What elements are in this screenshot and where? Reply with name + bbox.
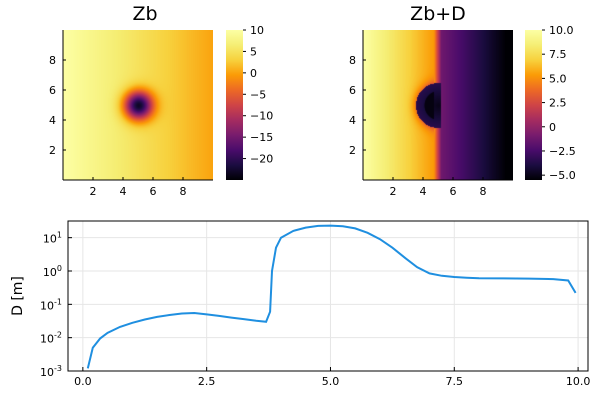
chart-depth: D [m] 0.0 2.5 5.0 7.5 10.0 10-3 10-2 10-1 100 101	[10, 220, 590, 388]
y-tick-label: 100	[43, 264, 62, 279]
y-tick-label: 8	[349, 54, 356, 67]
colorbar-tick-label: −10	[250, 110, 273, 123]
colorbar-tick-label: −20	[250, 153, 273, 166]
x-tick-label: 6	[150, 185, 157, 198]
colorbar-tick-label: −15	[250, 131, 273, 144]
colorbar-tick-label: 5	[250, 45, 257, 58]
colorbar-zbd-ticks: 10.0 7.5 5.0 2.5 0 −2.5 −5.0	[542, 24, 576, 182]
x-tick-label: 0.0	[74, 375, 92, 388]
colorbar-tick-label: −5.0	[549, 169, 576, 182]
x-tick-label: 7.5	[446, 375, 464, 388]
chart-zbd: Zb+D 2 4 6 8 2 4 6 8 10.0 7.5 5.0 2.5 0 −2.5 −5.0	[349, 3, 576, 198]
heatmap-zb-field	[63, 30, 213, 180]
colorbar-tick-label: −2.5	[549, 145, 576, 158]
chart-zb: Zb 2 4 6 8 2 4 6 8 10 5 0 −5 −10 −15 −20	[49, 3, 273, 198]
x-tick-label: 8	[180, 185, 187, 198]
colorbar-tick-label: 5.0	[549, 72, 567, 85]
y-tick-label: 101	[43, 231, 62, 246]
colorbar-tick-label: 10.0	[549, 24, 574, 37]
colorbar-tick-label: 7.5	[549, 48, 567, 61]
axis-ticks: 0.0 2.5 5.0 7.5 10.0 10-3 10-2 10-1 100 101	[40, 231, 590, 388]
series-line-depth	[86, 224, 577, 369]
x-tick-label: 8	[480, 185, 487, 198]
colorbar-tick-label: 2.5	[549, 97, 567, 110]
colorbar-zbd	[525, 30, 542, 180]
colorbar-tick-label: 0	[250, 67, 257, 80]
colorbar-tick-label: 0	[549, 121, 556, 134]
heatmap-zbd-axes: 2 4 6 8 2 4 6 8	[349, 30, 513, 198]
x-tick-label: 2.5	[198, 375, 216, 388]
x-tick-label: 6	[450, 185, 457, 198]
y-axis-label: D [m]	[10, 276, 26, 316]
chart-title: Zb+D	[410, 3, 466, 25]
y-tick-label: 6	[49, 84, 56, 97]
y-tick-label: 10-3	[40, 364, 62, 379]
y-tick-label: 2	[349, 144, 356, 157]
y-tick-label: 10-2	[40, 331, 62, 346]
y-tick-label: 8	[49, 54, 56, 67]
grid	[68, 221, 588, 372]
colorbar-zb	[226, 30, 243, 180]
y-tick-label: 4	[49, 114, 56, 127]
y-tick-label: 2	[49, 144, 56, 157]
colorbar-tick-label: −5	[250, 88, 266, 101]
colorbar-zb-ticks: 10 5 0 −5 −10 −15 −20	[243, 24, 273, 166]
x-tick-label: 4	[120, 185, 127, 198]
y-tick-label: 6	[349, 84, 356, 97]
y-tick-label: 4	[349, 114, 356, 127]
heatmap-zb-axes: 2 4 6 8 2 4 6 8	[49, 30, 213, 198]
x-tick-label: 2	[390, 185, 397, 198]
x-tick-label: 5.0	[322, 375, 340, 388]
x-tick-label: 2	[90, 185, 97, 198]
chart-title: Zb	[132, 3, 157, 25]
heatmap-zbd-field	[363, 30, 513, 180]
colorbar-tick-label: 10	[250, 24, 264, 37]
x-tick-label: 4	[420, 185, 427, 198]
y-tick-label: 10-1	[40, 297, 62, 312]
plot-frame	[67, 220, 589, 372]
x-tick-label: 10.0	[566, 375, 591, 388]
